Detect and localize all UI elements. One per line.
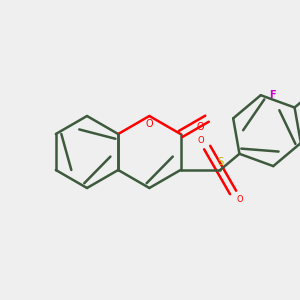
Text: S: S — [217, 157, 223, 167]
Text: O: O — [146, 119, 153, 129]
Text: O: O — [197, 136, 204, 145]
Text: O: O — [196, 122, 204, 132]
Text: F: F — [269, 90, 275, 100]
Text: O: O — [236, 195, 243, 204]
